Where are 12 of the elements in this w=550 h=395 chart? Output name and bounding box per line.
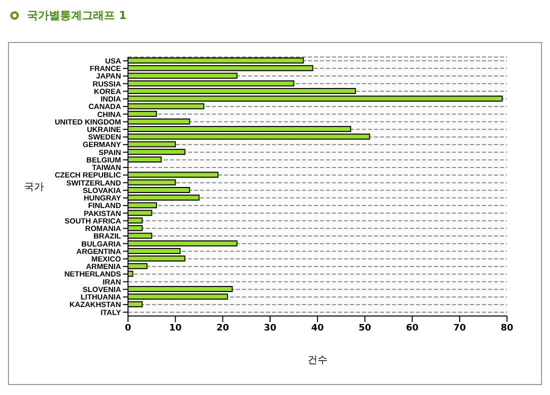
x-tick-label: 60 (406, 323, 419, 334)
x-tick-label: 30 (264, 323, 276, 334)
x-axis-title: 건수 (308, 355, 328, 366)
chart-title: 국가별통계그래프 1 (27, 8, 126, 23)
x-tick-label: 10 (169, 323, 182, 334)
y-axis-title: 국가 (24, 182, 44, 194)
x-tick-label: 20 (216, 323, 230, 334)
x-tick-label: 0 (124, 323, 132, 334)
x-tick-label: 40 (311, 323, 324, 334)
x-tick-label: 80 (500, 323, 514, 334)
x-tick-label: 50 (358, 323, 372, 334)
x-tick-label: 70 (453, 323, 466, 334)
